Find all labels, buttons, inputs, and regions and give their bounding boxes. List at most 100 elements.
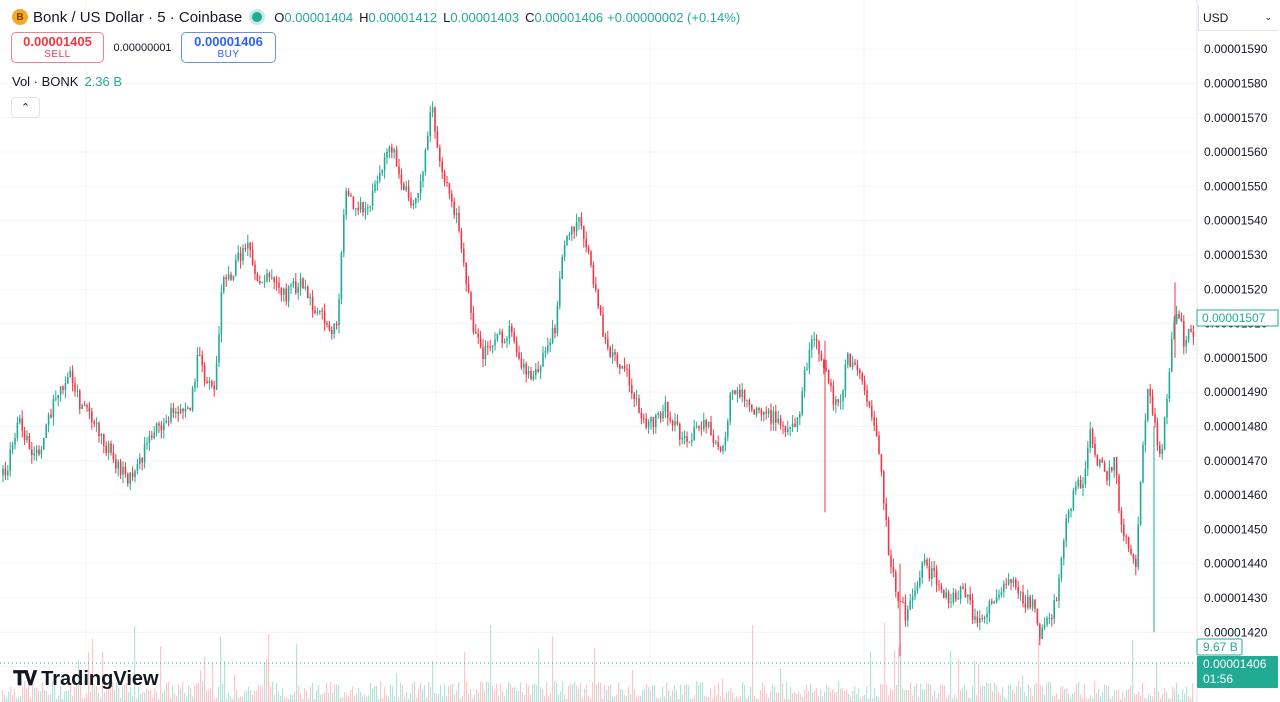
volume-bar [524, 694, 526, 702]
candle-body [335, 323, 338, 326]
candle-body [388, 146, 391, 152]
volume-bar [160, 646, 162, 702]
candle-body [400, 174, 403, 185]
volume-bar [432, 661, 434, 702]
volume-bar [1066, 687, 1068, 702]
price-axis-label: 0.00001460 [1204, 488, 1268, 502]
volume-bar [180, 688, 182, 702]
candle-body [979, 618, 981, 623]
candle-body [285, 288, 287, 302]
volume-bar [1190, 697, 1192, 702]
volume-badge-text: 9.67 B [1203, 640, 1238, 654]
candle-body [448, 183, 451, 194]
volume-bar [536, 685, 538, 702]
candle-body [31, 449, 33, 456]
currency-select[interactable]: USD ⌄ [1198, 5, 1278, 31]
candle-body [923, 559, 926, 563]
volume-bar [506, 689, 508, 702]
volume-bar [890, 687, 892, 702]
candle-body [1031, 599, 1034, 608]
candle-body [736, 389, 739, 395]
candle-body [530, 370, 532, 380]
candle-body [988, 601, 991, 614]
volume-bar [602, 698, 604, 702]
candle-body [98, 422, 100, 437]
volume-bar [298, 685, 300, 702]
candle-body [131, 472, 134, 478]
buy-button[interactable]: 0.00001406 BUY [181, 32, 276, 63]
volume-legend[interactable]: Vol · BONK 2.36 B [12, 74, 122, 89]
volume-bar [600, 682, 602, 702]
candle-body [487, 345, 489, 347]
price-axis-label: 0.00001570 [1204, 111, 1268, 125]
candle-body [808, 349, 811, 369]
symbol-title[interactable]: Bonk / US Dollar · 5 · Coinbase [33, 8, 243, 26]
candle-body [235, 259, 237, 276]
volume-bar [400, 682, 402, 702]
volume-bar [1174, 689, 1176, 702]
volume-bar [142, 691, 144, 702]
candle-body [734, 390, 736, 395]
volume-bar [300, 693, 302, 702]
volume-bar [36, 687, 38, 702]
volume-bar [1088, 698, 1090, 702]
volume-bar [1144, 697, 1146, 702]
candle-body [967, 594, 969, 597]
candle-body [491, 345, 494, 348]
volume-bar [18, 696, 20, 702]
candle-body [1144, 420, 1147, 446]
volume-bar [842, 688, 844, 702]
candle-body [477, 333, 479, 338]
candle-body [189, 407, 191, 411]
collapse-legend-button[interactable]: ⌃ [11, 97, 40, 118]
price-axis-label: 0.00001430 [1204, 591, 1268, 605]
candle-body [383, 157, 386, 171]
candle-body [830, 382, 832, 386]
volume-bar [1042, 686, 1044, 702]
volume-bar [478, 692, 480, 702]
candle-body [242, 248, 244, 261]
candle-body [1130, 548, 1132, 554]
volume-bar [436, 693, 438, 702]
candle-body [163, 423, 165, 431]
trade-panel: 0.00001405 SELL 0.00000001 0.00001406 BU… [11, 32, 276, 63]
volume-bar [120, 697, 122, 702]
volume-bar [742, 682, 744, 702]
volume-bar [972, 686, 974, 702]
volume-bar [90, 691, 92, 702]
volume-bar [390, 684, 392, 702]
candle-body [688, 441, 691, 443]
volume-bar [574, 681, 576, 702]
candle-body [928, 565, 931, 579]
candle-body [1139, 481, 1142, 525]
sell-button[interactable]: 0.00001405 SELL [11, 32, 104, 63]
candle-body [395, 149, 398, 167]
volume-bar [686, 684, 688, 702]
candle-body [309, 296, 311, 299]
volume-bar [406, 691, 408, 702]
volume-bar [660, 697, 662, 702]
tradingview-logo[interactable]: 𝐓𝐕 TradingView [13, 668, 159, 691]
candle-body [1000, 592, 1003, 595]
candle-body [1017, 587, 1019, 594]
candle-body [1178, 313, 1180, 319]
candle-body [995, 597, 998, 602]
volume-bar [1048, 681, 1050, 702]
candle-body [947, 592, 950, 604]
volume-bar [818, 696, 820, 702]
volume-bar [530, 694, 532, 702]
candle-body [883, 471, 885, 504]
candle-body [359, 202, 362, 211]
candle-body [739, 389, 741, 397]
candle-body [81, 405, 83, 409]
volume-bar [752, 625, 754, 702]
volume-bar [968, 697, 970, 702]
volume-bar [296, 644, 298, 702]
candle-body [160, 425, 163, 431]
candle-body [873, 416, 875, 426]
hover-price-badge [1196, 309, 1279, 327]
volume-bar [664, 696, 666, 702]
candle-body [146, 443, 148, 445]
volume-bar [628, 686, 630, 702]
